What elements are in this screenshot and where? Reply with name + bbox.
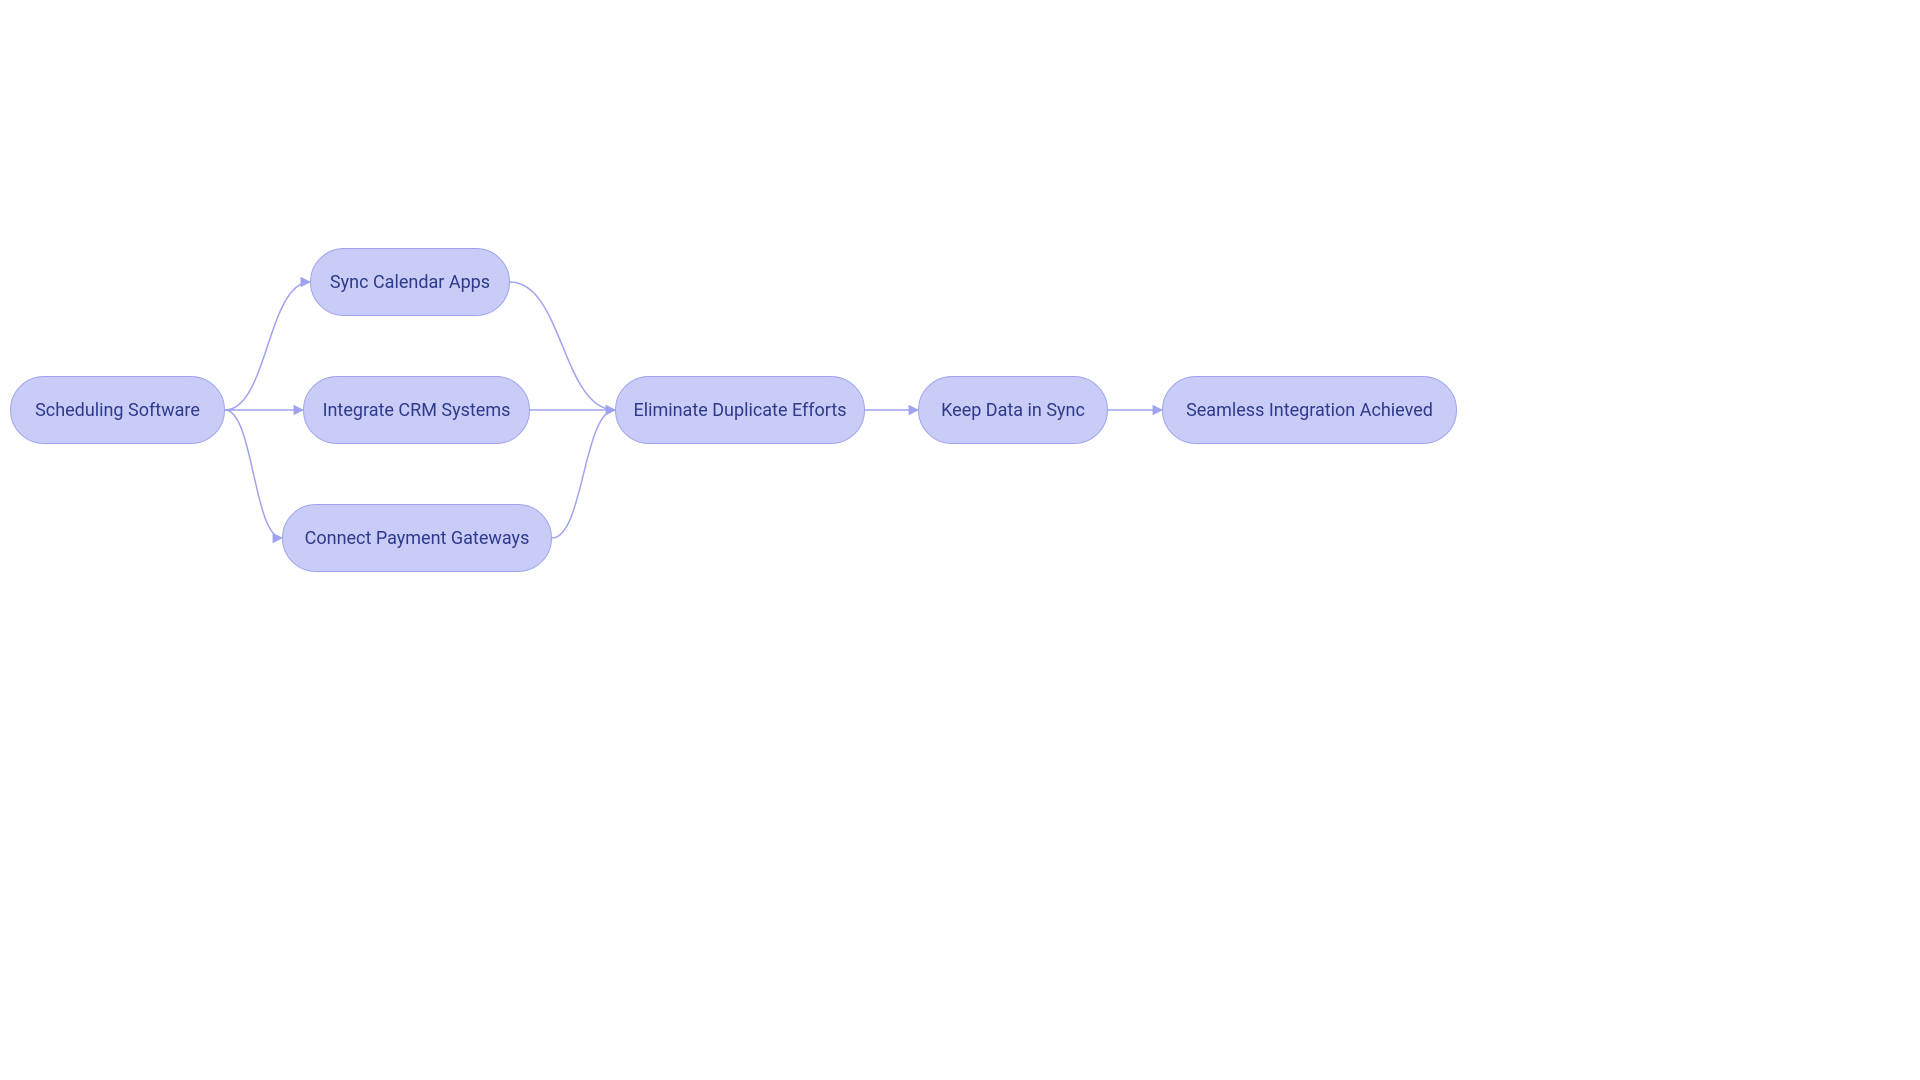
- flowchart-node-label: Eliminate Duplicate Efforts: [633, 400, 846, 421]
- flowchart-node-payment: Connect Payment Gateways: [282, 504, 552, 572]
- flowchart-node-label: Seamless Integration Achieved: [1186, 400, 1433, 421]
- flowchart-node-eliminate: Eliminate Duplicate Efforts: [615, 376, 865, 444]
- flowchart-node-sync-cal: Sync Calendar Apps: [310, 248, 510, 316]
- flowchart-node-label: Scheduling Software: [35, 400, 200, 421]
- flowchart-node-label: Integrate CRM Systems: [323, 400, 511, 421]
- flowchart-node-crm: Integrate CRM Systems: [303, 376, 530, 444]
- flowchart-node-keepsync: Keep Data in Sync: [918, 376, 1108, 444]
- flowchart-edge: [510, 282, 615, 410]
- flowchart-edge: [552, 410, 615, 538]
- flowchart-edge: [225, 410, 282, 538]
- flowchart-node-label: Sync Calendar Apps: [330, 272, 490, 293]
- flowchart-node-label: Connect Payment Gateways: [305, 528, 530, 549]
- flowchart-node-label: Keep Data in Sync: [941, 400, 1085, 421]
- flowchart-node-scheduling: Scheduling Software: [10, 376, 225, 444]
- flowchart-canvas: Scheduling Software Sync Calendar Apps Int…: [0, 0, 1920, 1080]
- flowchart-edge: [225, 282, 310, 410]
- flowchart-node-achieved: Seamless Integration Achieved: [1162, 376, 1457, 444]
